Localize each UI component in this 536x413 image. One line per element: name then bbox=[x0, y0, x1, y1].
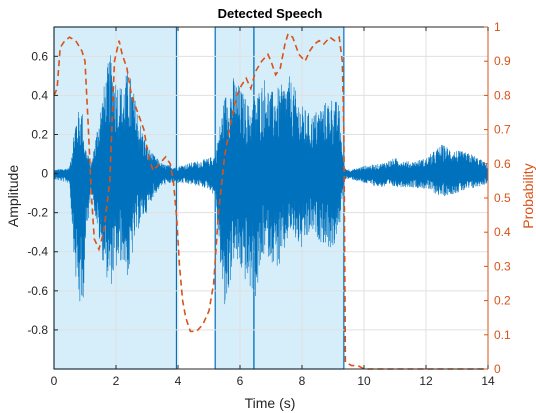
y-right-tick-label-1: 0.9 bbox=[494, 54, 511, 68]
y-tick-label-4: -0.2 bbox=[27, 206, 48, 220]
waveform-layer bbox=[53, 55, 489, 305]
y-right-tick-label-8: 0.2 bbox=[494, 294, 511, 308]
y-axis-right-title: Probability bbox=[520, 163, 536, 228]
y-right-tick-label-6: 0.4 bbox=[494, 225, 511, 239]
y-tick-label-0: 0.6 bbox=[31, 49, 48, 63]
probability-layer bbox=[53, 32, 488, 370]
x-tick-label-0: 0 bbox=[51, 374, 58, 388]
y-right-tick-label-7: 0.3 bbox=[494, 259, 511, 273]
x-axis-title: Time (s) bbox=[245, 395, 296, 411]
x-tick-label-5: 10 bbox=[357, 374, 371, 388]
y-right-tick-label-10: 0 bbox=[494, 362, 501, 376]
y-tick-label-3: 0 bbox=[41, 167, 48, 181]
x-tick-label-7: 14 bbox=[481, 374, 495, 388]
y-right-tick-label-4: 0.6 bbox=[494, 157, 511, 171]
x-tick-label-6: 12 bbox=[419, 374, 433, 388]
y-tick-label-6: -0.6 bbox=[27, 284, 48, 298]
waveform-series-line bbox=[53, 55, 489, 305]
y-right-tick-label-9: 0.1 bbox=[494, 328, 511, 342]
probability-series-line bbox=[53, 32, 488, 370]
x-tick-label-1: 2 bbox=[113, 374, 120, 388]
chart-title: Detected Speech bbox=[218, 6, 323, 21]
y-right-tick-label-0: 1 bbox=[494, 20, 501, 34]
y-axis-title: Amplitude bbox=[5, 165, 21, 227]
y-tick-label-2: 0.2 bbox=[31, 127, 48, 141]
x-tick-label-2: 4 bbox=[175, 374, 182, 388]
y-right-tick-label-2: 0.8 bbox=[494, 88, 511, 102]
y-right-tick-label-3: 0.7 bbox=[494, 123, 511, 137]
y-tick-label-7: -0.8 bbox=[27, 323, 48, 337]
y-tick-label-1: 0.4 bbox=[31, 88, 48, 102]
y-right-tick-label-5: 0.5 bbox=[494, 191, 511, 205]
axis-layer: 0 2 4 6 8 10 12 14 0.6 0.4 0.2 0 -0.2 -0.4 -0.6 -0.8 1 0.… bbox=[27, 20, 511, 388]
y-tick-label-5: -0.4 bbox=[27, 245, 48, 259]
x-tick-label-3: 6 bbox=[237, 374, 244, 388]
x-tick-label-4: 8 bbox=[299, 374, 306, 388]
